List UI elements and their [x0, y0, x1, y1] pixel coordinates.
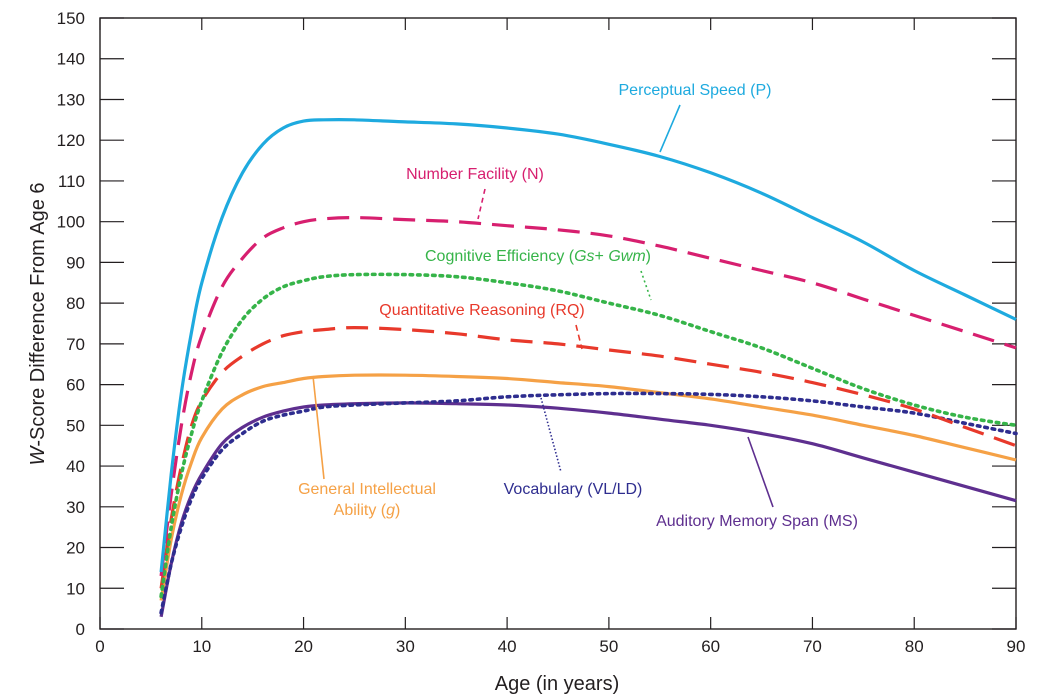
perceptual-speed-line	[159, 118, 1017, 573]
y-tick-label: 100	[57, 213, 85, 232]
y-tick-label: 60	[66, 376, 85, 395]
y-tick-label: 0	[76, 620, 85, 639]
plot-frame	[99, 17, 1017, 630]
y-tick-label: 110	[58, 172, 85, 191]
y-tick-label: 30	[66, 498, 85, 517]
cognitive-efficiency-line	[159, 272, 1018, 599]
vocabulary-leader-line	[540, 397, 562, 473]
y-tick-label: 90	[66, 253, 85, 272]
x-axis-title: Age (in years)	[495, 673, 620, 695]
number-facility-leader-line	[477, 188, 486, 220]
x-tick-label: 70	[803, 637, 822, 656]
x-tick-label: 60	[701, 637, 720, 656]
y-tick-label: 40	[66, 457, 85, 476]
y-tick-label: 70	[66, 335, 85, 354]
general-intellectual-ability-line	[159, 373, 1017, 601]
x-tick-label: 30	[396, 637, 415, 656]
number-facility-line	[159, 215, 1017, 577]
series-label-part: g	[386, 502, 395, 519]
y-axis-title-italic-part: W	[27, 445, 49, 466]
series-label-part: Auditory Memory Span (MS)	[656, 513, 858, 530]
quantitative-reasoning-leader-line	[575, 324, 583, 350]
y-tick-label: 150	[57, 9, 85, 28]
series-lines	[159, 118, 1018, 618]
vocabulary-line	[159, 391, 1018, 615]
y-tick-label: 80	[66, 294, 85, 313]
x-tick-label: 0	[95, 637, 104, 656]
series-label-part: Perceptual Speed (P)	[619, 82, 772, 99]
series-label-part: Ability (	[334, 502, 387, 519]
series-label-part: Gwm	[608, 248, 645, 265]
y-tick-label: 140	[57, 50, 85, 69]
perceptual-speed-label: Perceptual Speed (P)	[619, 82, 772, 99]
y-tick-label: 10	[66, 579, 85, 598]
series-label-part: )	[646, 248, 651, 265]
x-tick-label: 40	[498, 637, 517, 656]
cognitive-efficiency-label: Cognitive Efficiency (Gs+ Gwm)	[425, 248, 651, 265]
x-axis: 0 10 20 30 40 50 60 70 80 90	[95, 18, 1025, 656]
number-facility-label: Number Facility (N)	[406, 166, 544, 183]
perceptual-speed-leader-line	[659, 104, 681, 153]
quantitative-reasoning-line	[159, 325, 1017, 589]
series-label-part: Gs	[574, 248, 594, 265]
auditory-memory-span-line	[159, 401, 1017, 618]
x-tick-label: 80	[905, 637, 924, 656]
y-axis-title: W-Score Difference From Age 6	[27, 182, 49, 465]
y-tick-label: 50	[66, 416, 85, 435]
series-label-part: )	[395, 502, 400, 519]
plot-border	[99, 17, 1017, 630]
series-label-part: Number Facility (N)	[406, 166, 544, 183]
y-tick-label: 20	[66, 539, 85, 558]
series-label-part: Cognitive Efficiency (	[425, 248, 575, 265]
cognitive-efficiency-leader-line	[640, 270, 652, 301]
auditory-memory-span-leader-line	[747, 436, 774, 508]
vocabulary-label: Vocabulary (VL/LD)	[504, 481, 643, 498]
y-axis-title-rest: -Score Difference From Age 6	[27, 182, 49, 446]
y-tick-label: 130	[57, 90, 85, 109]
quantitative-reasoning-label: Quantitative Reasoning (RQ)	[379, 302, 584, 319]
x-tick-label: 90	[1007, 637, 1026, 656]
series-labels: Perceptual Speed (P) Number Facility (N) C…	[298, 82, 858, 530]
y-tick-label: 120	[57, 131, 85, 150]
auditory-memory-span-label: Auditory Memory Span (MS)	[656, 513, 858, 530]
y-axis: 0 10 20 30 40 50 60 70 80 90 100 110 120 130 140 150	[57, 9, 1016, 639]
series-label-part: General Intellectual	[298, 481, 436, 498]
series-label-part: Vocabulary (VL/LD)	[504, 481, 643, 498]
general-intellectual-ability-leader-line	[312, 375, 325, 480]
series-label-part: +	[595, 248, 609, 265]
x-tick-label: 20	[294, 637, 313, 656]
x-tick-label: 50	[599, 637, 618, 656]
x-tick-label: 10	[192, 637, 211, 656]
general-intellectual-ability-label: General Intellectual Ability (g)	[298, 481, 436, 519]
series-label-part: Quantitative Reasoning (RQ)	[379, 302, 584, 319]
